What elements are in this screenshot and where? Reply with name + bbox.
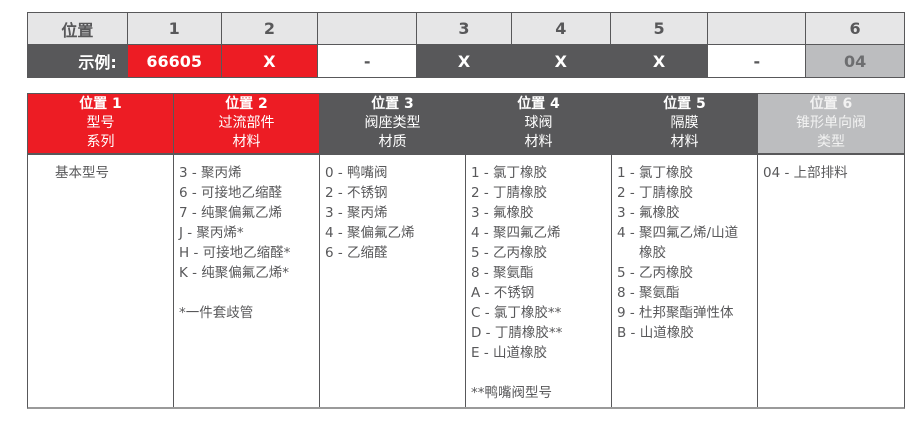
position-cell: 6	[806, 13, 905, 45]
column-subtitle: 材质	[378, 134, 407, 150]
option-item: E - 山道橡胶	[471, 345, 547, 361]
option-item: 橡胶	[639, 245, 666, 261]
option-item: C - 氯丁橡胶**	[471, 305, 562, 321]
column-subtitle: 球阀	[524, 115, 553, 131]
column-body: 0 - 鸭嘴阀 2 - 不锈钢 3 - 聚丙烯 4 - 聚偏氟乙烯 6 - 乙缩醛	[320, 155, 465, 263]
position-cell: 1	[127, 13, 222, 45]
option-item: 3 - 氟橡胶	[617, 205, 680, 221]
column-subtitle: 材料	[232, 134, 261, 150]
footnote: **鸭嘴阀型号	[471, 385, 552, 401]
option-item: 1 - 氯丁橡胶	[617, 165, 694, 181]
example-value: X	[417, 45, 512, 77]
option-item: A - 不锈钢	[471, 285, 535, 301]
option-item: 4 - 聚四氟乙烯	[471, 225, 561, 241]
column-header: 位置 4 球阀材料	[466, 94, 611, 155]
position-column-2: 位置 2 过流部件材料 3 - 聚丙烯 6 - 可接地乙缩醛 7 - 纯聚偏氟乙烯 J -…	[174, 94, 320, 407]
position-cell: 3	[417, 13, 512, 45]
position-column-1: 位置 1 型号系列基本型号	[28, 94, 174, 407]
option-item: 5 - 乙丙橡胶	[471, 245, 548, 261]
column-subtitle: 材料	[670, 134, 699, 150]
position-cell: 2	[221, 13, 319, 45]
position-column-4: 位置 4 球阀材料 1 - 氯丁橡胶 2 - 丁腈橡胶 3 - 氟橡胶 4 - 聚四氟乙烯…	[466, 94, 612, 407]
column-header: 位置 1 型号系列	[28, 94, 173, 155]
position-column-3: 位置 3 阀座类型材质 0 - 鸭嘴阀 2 - 不锈钢 3 - 聚丙烯 4 - 聚偏氟乙烯…	[320, 94, 466, 407]
column-body: 1 - 氯丁橡胶 2 - 丁腈橡胶 3 - 氟橡胶 4 - 聚四氟乙烯/山道橡胶 5 -…	[612, 155, 757, 343]
option-item: 2 - 不锈钢	[325, 185, 388, 201]
column-body: 04 - 上部排料	[758, 155, 904, 183]
position-column-5: 位置 5 隔膜材料 1 - 氯丁橡胶 2 - 丁腈橡胶 3 - 氟橡胶 4 - 聚四氟乙烯…	[612, 94, 758, 407]
column-subtitle: 材料	[524, 134, 553, 150]
option-item: 4 - 聚偏氟乙烯	[325, 225, 415, 241]
example-value: X	[221, 45, 319, 77]
column-body: 1 - 氯丁橡胶 2 - 丁腈橡胶 3 - 氟橡胶 4 - 聚四氟乙烯 5 - 乙丙橡胶…	[466, 155, 611, 403]
position-cell	[708, 13, 807, 45]
column-title: 位置 4	[517, 96, 560, 112]
option-item: 3 - 聚丙烯	[179, 165, 242, 181]
column-subtitle: 隔膜	[670, 115, 699, 131]
option-item: 7 - 纯聚偏氟乙烯	[179, 205, 283, 221]
position-cell	[318, 13, 418, 45]
option-item: 基本型号	[55, 165, 109, 181]
column-body: 基本型号	[28, 155, 173, 183]
column-body: 3 - 聚丙烯 6 - 可接地乙缩醛 7 - 纯聚偏氟乙烯 J - 聚丙烯* H - 可…	[174, 155, 319, 323]
column-subtitle: 类型	[817, 134, 845, 150]
column-subtitle: 锥形单向阀	[796, 115, 866, 131]
position-example-table: 位置 1 2 3 4 5 6 示例: 66605 X - X X X -04	[27, 12, 905, 78]
option-item: 2 - 丁腈橡胶	[471, 185, 548, 201]
position-header-row: 位置 1 2 3 4 5 6	[28, 13, 905, 45]
column-title: 位置 2	[225, 96, 268, 112]
option-item: 9 - 杜邦聚酯弹性体	[617, 305, 734, 321]
example-value: 04	[806, 45, 904, 77]
option-item: 8 - 聚氨酯	[471, 265, 534, 281]
option-item: 2 - 丁腈橡胶	[617, 185, 694, 201]
option-item: 1 - 氯丁橡胶	[471, 165, 548, 181]
option-item: D - 丁腈橡胶**	[471, 325, 563, 341]
option-item: 3 - 氟橡胶	[471, 205, 534, 221]
position-cell: 5	[610, 13, 709, 45]
column-header: 位置 3 阀座类型材质	[320, 94, 465, 155]
column-title: 位置 3	[371, 96, 414, 112]
example-value: -	[708, 45, 807, 77]
column-header: 位置 2 过流部件材料	[174, 94, 319, 155]
option-item: H - 可接地乙缩醛*	[179, 245, 291, 261]
position-column-6: 位置 6 锥形单向阀类型 04 - 上部排料	[758, 94, 904, 407]
column-title: 位置 6	[809, 96, 853, 112]
option-item: 3 - 聚丙烯	[325, 205, 388, 221]
position-label: 位置	[28, 13, 128, 45]
option-item: 0 - 鸭嘴阀	[325, 165, 388, 181]
option-item: 5 - 乙丙橡胶	[617, 265, 694, 281]
spacer	[179, 283, 315, 303]
column-header: 位置 5 隔膜材料	[612, 94, 757, 155]
column-title: 位置 1	[79, 96, 122, 112]
option-item: B - 山道橡胶	[617, 325, 694, 341]
example-label: 示例:	[28, 45, 128, 77]
option-item: J - 聚丙烯*	[179, 225, 244, 241]
option-item: 6 - 可接地乙缩醛	[179, 185, 283, 201]
footnote: *一件套歧管	[179, 305, 254, 321]
example-row: 示例: 66605 X - X X X -04	[28, 45, 904, 77]
column-subtitle: 过流部件	[218, 115, 275, 131]
position-cell: 4	[511, 13, 611, 45]
example-value: 66605	[127, 45, 222, 77]
option-item: 4 - 聚四氟乙烯/山道	[617, 225, 739, 241]
column-subtitle: 阀座类型	[364, 115, 421, 131]
option-item: K - 纯聚偏氟乙烯*	[179, 265, 290, 281]
example-value: X	[511, 45, 611, 77]
spacer	[471, 363, 607, 383]
option-item: 6 - 乙缩醛	[325, 245, 388, 261]
options-table: 位置 1 型号系列基本型号 位置 2 过流部件材料 3 - 聚丙烯 6 - 可接地乙缩醛 7…	[27, 93, 905, 409]
column-subtitle: 型号	[86, 115, 115, 131]
column-header: 位置 6 锥形单向阀类型	[758, 94, 904, 155]
column-title: 位置 5	[663, 96, 706, 112]
example-value: X	[610, 45, 709, 77]
example-value: -	[318, 45, 418, 77]
option-item: 8 - 聚氨酯	[617, 285, 680, 301]
option-item: 04 - 上部排料	[763, 165, 848, 181]
column-subtitle: 系列	[86, 134, 115, 150]
